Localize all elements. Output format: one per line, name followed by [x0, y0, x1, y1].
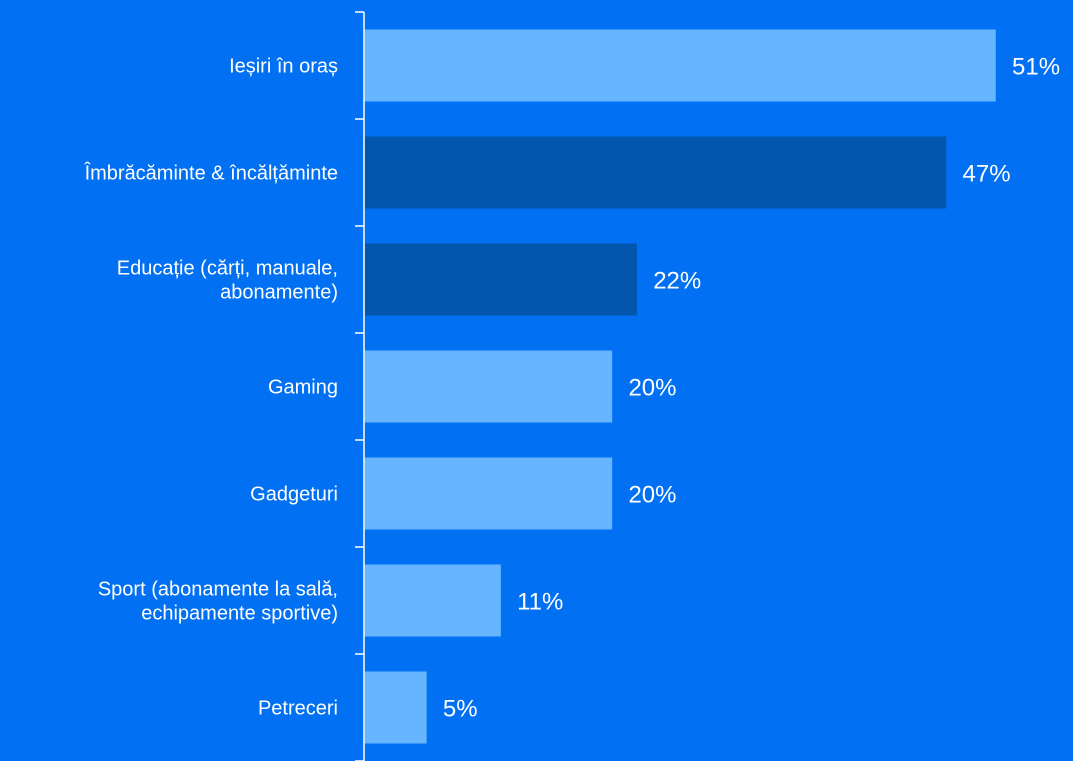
value-label: 5%: [443, 696, 478, 723]
value-label: 51%: [1012, 54, 1060, 81]
bar: [365, 30, 996, 102]
value-label: 20%: [628, 375, 676, 402]
category-label: Petreceri: [258, 698, 338, 720]
category-label-line: Gadgeturi: [250, 484, 338, 506]
value-label: 11%: [517, 589, 563, 616]
bar: [365, 351, 612, 423]
category-label: Gaming: [268, 377, 338, 399]
category-label-line: Îmbrăcăminte & încălțăminte: [84, 162, 338, 185]
bar: [365, 244, 637, 316]
category-label-line: Ieșiri în oraș: [229, 56, 338, 78]
bar: [365, 672, 427, 744]
category-label-line: echipamente sportive): [141, 603, 338, 625]
category-label: Gadgeturi: [250, 484, 338, 506]
category-label-line: Sport (abonamente la sală,: [98, 579, 338, 601]
category-label-line: abonamente): [220, 282, 338, 304]
category-label-line: Educație (cărți, manuale,: [117, 258, 338, 280]
bar: [365, 137, 947, 209]
value-label: 20%: [628, 482, 676, 509]
bar: [365, 565, 501, 637]
value-label: 22%: [653, 268, 701, 295]
category-label-line: Gaming: [268, 377, 338, 399]
category-label: Îmbrăcăminte & încălțăminte: [84, 162, 338, 185]
value-label: 47%: [963, 161, 1011, 188]
category-label: Ieșiri în oraș: [229, 56, 338, 78]
category-label-line: Petreceri: [258, 698, 338, 720]
bar: [365, 458, 612, 530]
